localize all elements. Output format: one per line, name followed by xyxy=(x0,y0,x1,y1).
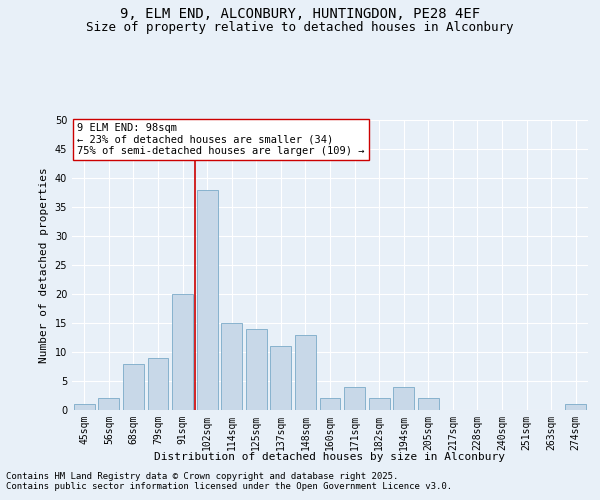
Bar xyxy=(344,387,365,410)
Bar xyxy=(98,398,119,410)
Bar xyxy=(320,398,340,410)
Text: Size of property relative to detached houses in Alconbury: Size of property relative to detached ho… xyxy=(86,21,514,34)
Bar xyxy=(393,387,414,410)
Bar xyxy=(197,190,218,410)
Text: Distribution of detached houses by size in Alconbury: Distribution of detached houses by size … xyxy=(155,452,505,462)
Text: 9, ELM END, ALCONBURY, HUNTINGDON, PE28 4EF: 9, ELM END, ALCONBURY, HUNTINGDON, PE28 … xyxy=(120,8,480,22)
Bar xyxy=(246,329,267,410)
Bar xyxy=(418,398,439,410)
Text: 9 ELM END: 98sqm
← 23% of detached houses are smaller (34)
75% of semi-detached : 9 ELM END: 98sqm ← 23% of detached house… xyxy=(77,123,364,156)
Bar xyxy=(565,404,586,410)
Bar xyxy=(148,358,169,410)
Text: Contains HM Land Registry data © Crown copyright and database right 2025.: Contains HM Land Registry data © Crown c… xyxy=(6,472,398,481)
Bar xyxy=(221,323,242,410)
Bar xyxy=(295,334,316,410)
Text: Contains public sector information licensed under the Open Government Licence v3: Contains public sector information licen… xyxy=(6,482,452,491)
Bar xyxy=(172,294,193,410)
Bar xyxy=(123,364,144,410)
Y-axis label: Number of detached properties: Number of detached properties xyxy=(39,167,49,363)
Bar xyxy=(368,398,389,410)
Bar xyxy=(74,404,95,410)
Bar xyxy=(271,346,292,410)
